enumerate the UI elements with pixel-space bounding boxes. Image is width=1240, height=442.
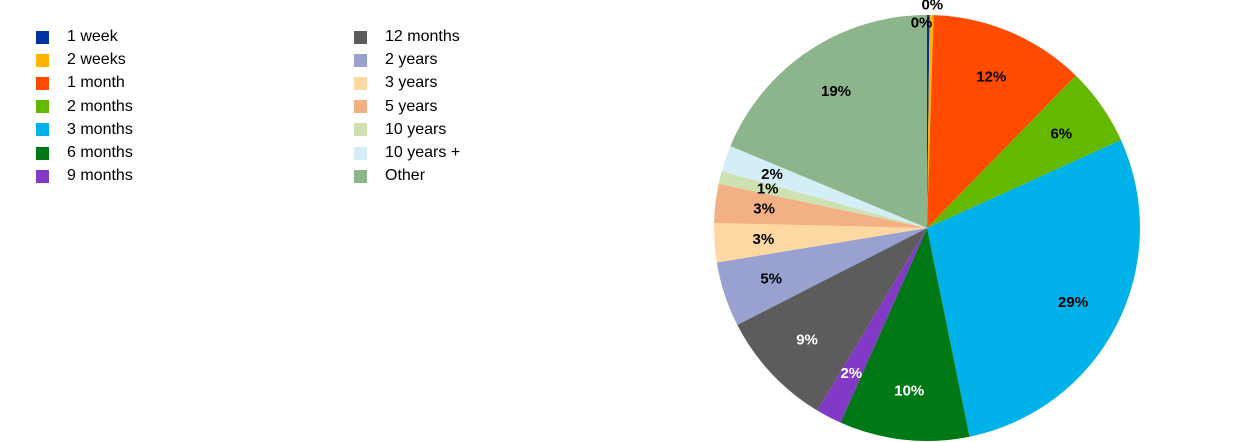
pie-slice xyxy=(718,171,927,228)
legend-swatch xyxy=(36,53,49,67)
legend-label: 2 years xyxy=(385,51,438,69)
legend-label: 10 years + xyxy=(385,144,461,161)
pie-slice xyxy=(927,140,1140,437)
pie-slice-label: 1% xyxy=(757,181,779,198)
legend-label: 2 weeks xyxy=(67,51,126,69)
pie-slice-label: 9% xyxy=(796,331,818,348)
legend-label: 3 months xyxy=(67,120,133,138)
pie-slice xyxy=(716,228,927,325)
legend-label: 12 months xyxy=(385,28,460,45)
legend-swatch xyxy=(36,146,49,160)
pie-slice xyxy=(840,228,970,441)
legend-swatch xyxy=(354,123,367,137)
chart-legend: 1 week 2 weeks 1 month 2 months 3 months 6 mo… xyxy=(36,26,556,196)
pie-slice-label: 6% xyxy=(1050,125,1072,142)
legend-swatch xyxy=(354,169,367,183)
pie-slice-label: 0% xyxy=(911,15,933,32)
legend-swatch xyxy=(36,169,49,183)
legend-item: 12 months xyxy=(354,26,460,48)
pie-slice xyxy=(817,228,927,423)
legend-label: Other xyxy=(385,167,426,185)
pie-slice-label: 19% xyxy=(821,83,851,100)
pie-slice-label: 3% xyxy=(753,231,775,248)
legend-swatch xyxy=(354,100,367,114)
legend-item: 1 week xyxy=(36,26,118,48)
legend-label: 1 month xyxy=(67,74,125,92)
pie-slice-label: 29% xyxy=(1058,294,1088,311)
pie-slice xyxy=(730,15,927,228)
legend-swatch xyxy=(354,53,367,67)
pie-slice xyxy=(737,228,927,411)
legend-label: 9 months xyxy=(67,167,133,185)
legend-label: 2 months xyxy=(67,97,133,115)
pie-slices xyxy=(714,15,1140,441)
pie-slice-label: 3% xyxy=(753,201,775,218)
pie-slice-label: 2% xyxy=(761,166,783,183)
pie-slice xyxy=(927,15,934,228)
legend-item: 10 years + xyxy=(354,142,460,164)
pie-slice-label: 5% xyxy=(760,271,782,288)
legend-swatch xyxy=(354,30,367,44)
pie-slice xyxy=(721,146,927,228)
pie-slice xyxy=(927,75,1121,228)
legend-swatch xyxy=(354,146,367,160)
pie-slice xyxy=(714,183,927,228)
legend-item: 10 years xyxy=(354,119,446,141)
legend-swatch xyxy=(36,100,49,114)
legend-label: 1 week xyxy=(67,28,118,45)
legend-swatch xyxy=(36,76,49,90)
legend-item: 3 months xyxy=(36,119,133,141)
pie-slice xyxy=(927,15,930,228)
legend-label: 6 months xyxy=(67,144,133,161)
pie-slice xyxy=(927,15,1076,228)
legend-swatch xyxy=(36,123,49,137)
legend-label: 10 years xyxy=(385,120,447,138)
pie-slice-label: 0% xyxy=(921,0,943,14)
legend-label: 5 years xyxy=(385,97,438,115)
legend-item: Other xyxy=(354,165,425,187)
pie-slice-label: 12% xyxy=(976,69,1006,86)
legend-item: 9 months xyxy=(36,165,133,187)
pie-slice xyxy=(714,223,927,263)
legend-item: 1 month xyxy=(36,72,125,94)
legend-item: 2 months xyxy=(36,96,133,118)
pie-slice-label: 2% xyxy=(840,365,862,382)
legend-item: 5 years xyxy=(354,96,437,118)
legend-item: 6 months xyxy=(36,142,133,164)
legend-swatch xyxy=(354,76,367,90)
pie-slice-label: 10% xyxy=(894,383,924,400)
pie-labels: 0%0%12%6%29%10%2%9%5%3%3%1%2%19% xyxy=(753,0,1089,400)
legend-label: 3 years xyxy=(385,74,438,92)
legend-item: 3 years xyxy=(354,72,437,94)
legend-item: 2 years xyxy=(354,49,437,71)
legend-item: 2 weeks xyxy=(36,49,126,71)
legend-swatch xyxy=(36,30,49,44)
